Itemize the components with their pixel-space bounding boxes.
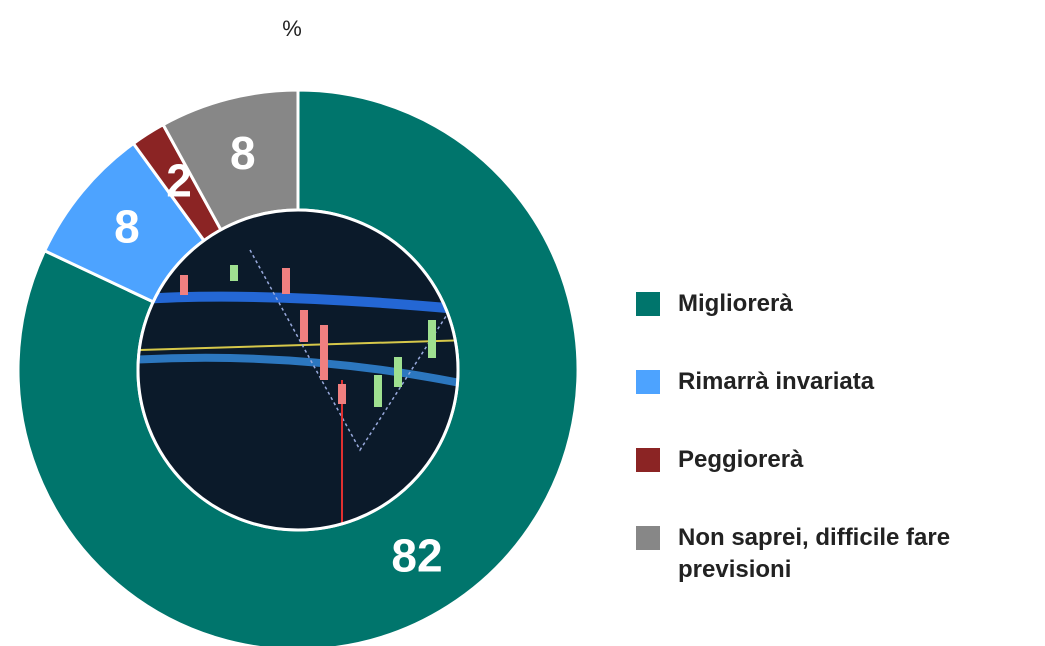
legend-label: Migliorerà [678, 290, 793, 317]
data-label: 2 [166, 155, 192, 207]
legend-item: Migliorerà [636, 288, 1044, 366]
legend-label: Non saprei, difficile fare previsioni [678, 524, 951, 583]
center-border [136, 208, 460, 532]
legend-swatch [636, 448, 660, 472]
legend-swatch [636, 370, 660, 394]
legend-item: Peggiorerà [636, 444, 1044, 522]
legend-item: Non saprei, difficile fare previsioni [636, 522, 1044, 600]
legend-label: Peggiorerà [678, 446, 804, 473]
chart-title: % [282, 16, 302, 41]
data-label: 8 [114, 201, 140, 253]
center-image [138, 210, 458, 530]
legend-item: Rimarrà invariata [636, 366, 1044, 444]
data-label: 82 [391, 530, 442, 582]
data-label: 8 [230, 127, 256, 179]
legend-swatch [636, 526, 660, 550]
legend: Migliorerà Rimarrà invariata Peggiorerà Non… [636, 288, 1044, 600]
legend-swatch [636, 292, 660, 316]
legend-label: Rimarrà invariata [678, 368, 875, 395]
